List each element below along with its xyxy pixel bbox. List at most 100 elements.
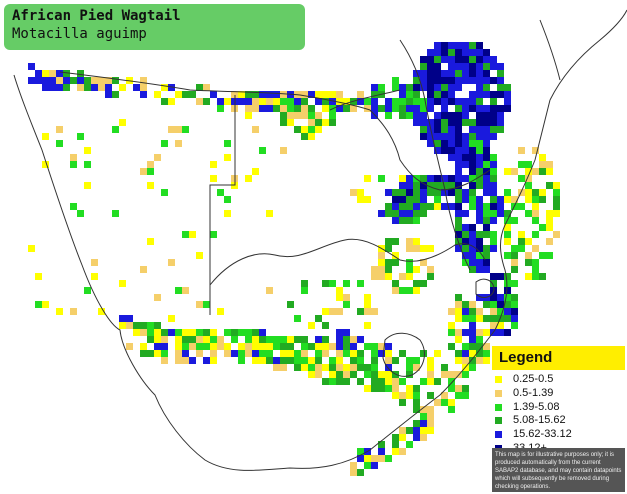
distribution-cell xyxy=(357,280,364,287)
distribution-cell xyxy=(294,364,301,371)
distribution-cell xyxy=(154,350,161,357)
distribution-cell xyxy=(238,329,245,336)
distribution-cell xyxy=(511,196,518,203)
distribution-cell xyxy=(336,105,343,112)
distribution-cell xyxy=(364,371,371,378)
distribution-cell xyxy=(392,280,399,287)
distribution-cell xyxy=(497,91,504,98)
distribution-cell xyxy=(469,42,476,49)
distribution-cell xyxy=(385,364,392,371)
distribution-cell xyxy=(196,98,203,105)
distribution-cell xyxy=(476,91,483,98)
border-swaziland xyxy=(475,278,495,298)
distribution-cell xyxy=(371,385,378,392)
distribution-cell xyxy=(266,105,273,112)
distribution-cell xyxy=(252,105,259,112)
distribution-cell xyxy=(448,371,455,378)
distribution-cell xyxy=(476,252,483,259)
distribution-cell xyxy=(469,364,476,371)
distribution-cell xyxy=(329,280,336,287)
distribution-cell xyxy=(483,224,490,231)
distribution-cell xyxy=(189,231,196,238)
distribution-cell xyxy=(455,98,462,105)
distribution-cell xyxy=(462,161,469,168)
distribution-cell xyxy=(406,266,413,273)
distribution-cell xyxy=(245,175,252,182)
legend-item: 1.39-5.08 xyxy=(492,401,625,415)
distribution-cell xyxy=(287,105,294,112)
distribution-cell xyxy=(252,336,259,343)
distribution-cell xyxy=(469,91,476,98)
distribution-cell xyxy=(392,77,399,84)
distribution-cell xyxy=(385,245,392,252)
distribution-cell xyxy=(525,168,532,175)
distribution-cell xyxy=(497,63,504,70)
distribution-cell xyxy=(462,70,469,77)
distribution-cell xyxy=(441,84,448,91)
distribution-cell xyxy=(490,105,497,112)
distribution-cell xyxy=(539,168,546,175)
distribution-cell xyxy=(497,294,504,301)
distribution-cell xyxy=(280,98,287,105)
distribution-cell xyxy=(63,70,70,77)
distribution-cell xyxy=(413,420,420,427)
distribution-cell xyxy=(406,238,413,245)
distribution-cell xyxy=(287,350,294,357)
distribution-cell xyxy=(329,357,336,364)
distribution-cell xyxy=(476,203,483,210)
distribution-cell xyxy=(427,420,434,427)
distribution-cell xyxy=(343,105,350,112)
distribution-cell xyxy=(483,91,490,98)
distribution-cell xyxy=(413,266,420,273)
distribution-cell xyxy=(504,329,511,336)
distribution-cell xyxy=(483,56,490,63)
border-northern xyxy=(59,71,371,111)
distribution-cell xyxy=(273,98,280,105)
distribution-cell xyxy=(350,105,357,112)
distribution-cell xyxy=(532,147,539,154)
distribution-cell xyxy=(385,238,392,245)
distribution-cell xyxy=(336,350,343,357)
distribution-cell xyxy=(280,336,287,343)
distribution-cell xyxy=(203,336,210,343)
distribution-cell xyxy=(392,189,399,196)
distribution-cell xyxy=(161,336,168,343)
distribution-cell xyxy=(84,77,91,84)
distribution-cell xyxy=(504,231,511,238)
distribution-cell xyxy=(371,91,378,98)
distribution-cell xyxy=(217,343,224,350)
distribution-cell xyxy=(455,56,462,63)
distribution-cell xyxy=(182,329,189,336)
distribution-cell xyxy=(483,266,490,273)
distribution-cell xyxy=(462,371,469,378)
distribution-cell xyxy=(413,217,420,224)
distribution-cell xyxy=(469,329,476,336)
distribution-cell xyxy=(497,329,504,336)
distribution-cell xyxy=(189,357,196,364)
distribution-cell xyxy=(448,175,455,182)
distribution-cell xyxy=(427,91,434,98)
distribution-cell xyxy=(315,126,322,133)
distribution-cell xyxy=(273,91,280,98)
distribution-cell xyxy=(427,266,434,273)
distribution-cell xyxy=(518,189,525,196)
distribution-cell xyxy=(434,98,441,105)
distribution-cell xyxy=(364,462,371,469)
distribution-cell xyxy=(350,336,357,343)
distribution-cell xyxy=(371,98,378,105)
distribution-cell xyxy=(308,105,315,112)
distribution-cell xyxy=(420,350,427,357)
border-lesotho xyxy=(382,332,425,377)
distribution-cell xyxy=(539,189,546,196)
distribution-cell xyxy=(308,322,315,329)
distribution-cell xyxy=(525,161,532,168)
distribution-cell xyxy=(301,133,308,140)
distribution-cell xyxy=(266,210,273,217)
distribution-cell xyxy=(434,196,441,203)
distribution-cell xyxy=(406,105,413,112)
distribution-cell xyxy=(469,56,476,63)
distribution-cell xyxy=(490,119,497,126)
distribution-cell xyxy=(77,84,84,91)
distribution-cell xyxy=(259,91,266,98)
distribution-cell xyxy=(469,196,476,203)
